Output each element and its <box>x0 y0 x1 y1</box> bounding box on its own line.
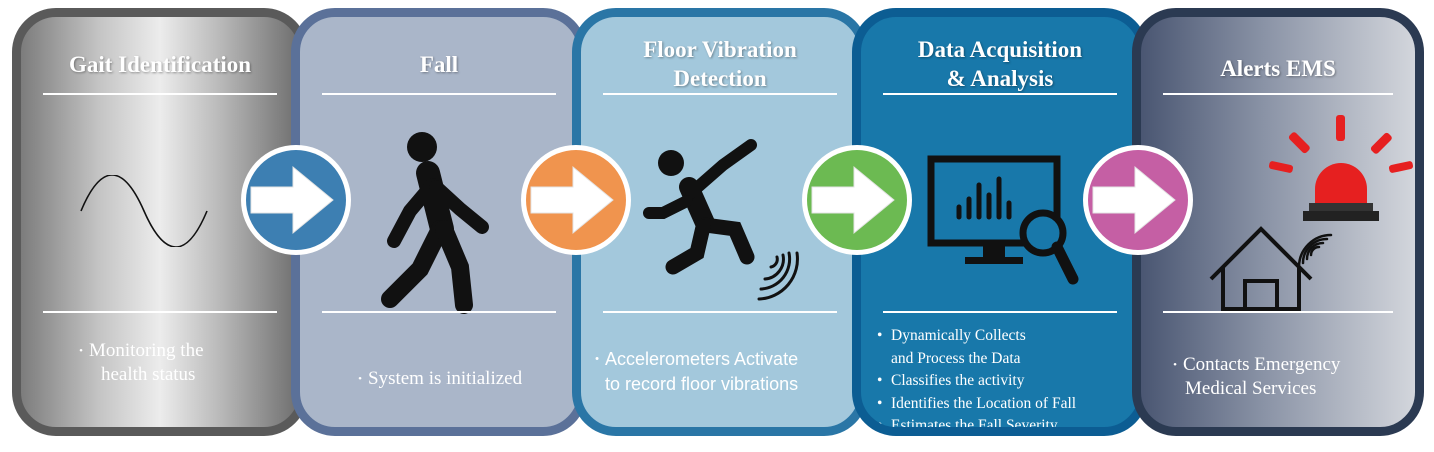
list-item: Identifies the Location of Fall <box>871 393 1133 416</box>
bullet-text: System is initialized <box>368 368 523 389</box>
title-line: Data Acquisition <box>917 37 1083 62</box>
divider <box>43 311 277 313</box>
sine-wave-icon <box>80 175 208 247</box>
divider <box>603 311 837 313</box>
walking-person-icon <box>381 132 489 314</box>
arrow-right-icon <box>1092 165 1176 235</box>
bullet-system-initialized: • System is initialized <box>352 367 578 391</box>
connector-arrow-2 <box>521 145 631 255</box>
divider <box>322 311 556 313</box>
bullet-text: Accelerometers Activate <box>605 349 799 369</box>
bullet-text: and Process the Data <box>891 349 1021 367</box>
divider <box>322 93 556 95</box>
title-line: & Analysis <box>946 66 1054 91</box>
divider <box>1163 93 1393 95</box>
list-item: Estimates the Fall Severity <box>871 415 1133 427</box>
connector-arrow-3 <box>802 145 912 255</box>
bullet-text: Contacts Emergency <box>1183 354 1341 375</box>
monitor-analysis-icon <box>927 155 1079 285</box>
arrow-right-icon <box>530 165 614 235</box>
bullet-text: health status <box>101 364 196 385</box>
list-item: Classifies the activity <box>871 370 1133 393</box>
step-title: Floor Vibration Detection <box>581 35 859 93</box>
title-line: Detection <box>673 66 767 91</box>
step-title: Alerts EMS <box>1220 56 1336 81</box>
bullet-text: Dynamically Collects <box>891 327 1026 344</box>
step-title: Gait Identification <box>68 52 252 77</box>
bullet-accelerometers: • Accelerometers Activate to record floor… <box>589 347 859 397</box>
bullet-dot: • <box>79 345 83 357</box>
bullet-dot: • <box>1173 359 1177 371</box>
bullet-text: to record floor vibrations <box>605 374 799 394</box>
divider <box>883 93 1117 95</box>
divider <box>603 93 837 95</box>
bullet-dot: • <box>358 373 362 385</box>
title-line: Floor Vibration <box>643 37 797 62</box>
bullet-text: Monitoring the <box>89 340 204 361</box>
list-item: Dynamically Collects and Process the Dat… <box>871 325 1133 370</box>
bullet-text: Medical Services <box>1185 378 1317 399</box>
step-alerts-ems: Alerts EMS • Contacts Emergency Medical S… <box>1132 8 1424 436</box>
bullet-dot: • <box>595 353 599 365</box>
arrow-right-icon <box>811 165 895 235</box>
connector-arrow-4 <box>1083 145 1193 255</box>
divider <box>883 311 1117 313</box>
step-title: Fall <box>419 52 459 77</box>
bullet-contacts-ems: • Contacts Emergency Medical Services <box>1167 353 1415 401</box>
connector-arrow-1 <box>241 145 351 255</box>
divider <box>43 93 277 95</box>
falling-person-icon <box>643 139 799 301</box>
step-title: Data Acquisition & Analysis <box>861 35 1139 93</box>
house-alarm-icon <box>1209 115 1414 311</box>
analysis-list: Dynamically Collects and Process the Dat… <box>871 325 1133 427</box>
arrow-right-icon <box>250 165 334 235</box>
divider <box>1163 311 1393 313</box>
bullet-monitoring: • Monitoring the health status <box>73 339 299 387</box>
